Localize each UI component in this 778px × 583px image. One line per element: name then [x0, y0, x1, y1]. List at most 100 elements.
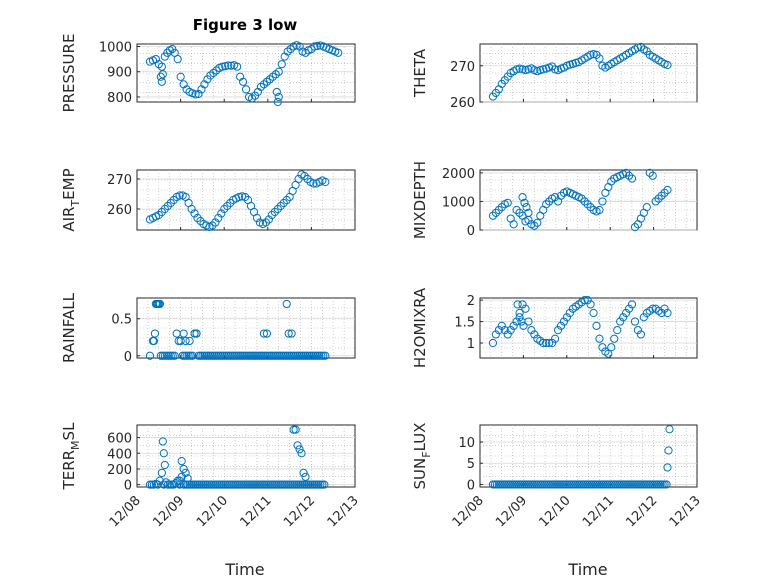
y-tick-label: 2: [467, 294, 475, 309]
data-point: [160, 204, 169, 214]
y-tick-label: 1: [467, 337, 475, 352]
data-point: [239, 480, 248, 489]
data-point: [613, 326, 622, 335]
data-point: [289, 351, 298, 360]
data-point: [617, 480, 626, 489]
data-point: [581, 480, 590, 489]
data-point: [242, 480, 252, 489]
data-point: [520, 198, 529, 207]
data-point: [247, 351, 257, 360]
data-point: [598, 343, 607, 352]
data-point: [194, 89, 203, 99]
data-point: [176, 72, 185, 81]
data-point: [297, 351, 306, 360]
data-point: [550, 334, 560, 343]
data-point: [291, 351, 300, 360]
data-point: [319, 351, 328, 360]
data-point: [616, 317, 625, 326]
data-point: [234, 351, 243, 360]
data-point: [605, 480, 614, 489]
data-point: [532, 480, 541, 489]
data-point: [190, 329, 199, 338]
data-point: [619, 480, 628, 489]
data-point: [208, 221, 217, 230]
data-point: [153, 299, 162, 309]
data-point: [575, 480, 584, 489]
data-point: [214, 351, 223, 360]
data-point: [526, 480, 535, 489]
data-point: [586, 50, 595, 59]
data-point: [283, 47, 292, 56]
y-axis-label: AIRTEMP: [60, 168, 82, 231]
data-point: [654, 194, 663, 203]
data-point: [272, 87, 281, 97]
data-point: [274, 480, 283, 489]
data-point: [196, 351, 205, 360]
y-tick-label: 0: [124, 350, 132, 365]
data-point: [215, 480, 224, 489]
data-point: [275, 351, 284, 360]
data-point: [580, 197, 589, 206]
data-point: [209, 480, 218, 489]
data-point: [538, 480, 547, 489]
data-point: [545, 197, 554, 206]
data-point: [270, 480, 279, 489]
data-point: [630, 317, 640, 326]
data-point: [308, 480, 317, 489]
y-tick-label: 900: [107, 66, 132, 81]
data-point: [556, 191, 566, 200]
data-point: [207, 480, 216, 489]
data-point: [302, 480, 311, 489]
data-point: [577, 480, 586, 489]
data-point: [589, 480, 598, 489]
y-axis-label: TERRMSL: [60, 422, 82, 491]
data-point: [546, 480, 555, 489]
data-point: [192, 329, 201, 338]
data-point: [246, 480, 256, 489]
data-point: [294, 480, 303, 489]
data-point: [303, 174, 312, 184]
data-point: [492, 480, 501, 489]
data-point: [235, 192, 244, 202]
data-point: [283, 351, 292, 360]
data-point: [259, 80, 269, 89]
data-point: [497, 203, 506, 212]
data-point: [609, 480, 618, 489]
data-point: [660, 304, 669, 313]
data-point: [599, 480, 608, 489]
data-point: [179, 329, 188, 338]
data-point: [300, 171, 309, 181]
data-point: [660, 480, 669, 489]
data-point: [648, 171, 657, 180]
data-point: [636, 330, 645, 339]
data-point: [182, 85, 191, 94]
data-point: [607, 480, 616, 489]
data-point: [238, 351, 247, 360]
data-point: [598, 197, 607, 206]
data-point: [610, 334, 619, 343]
data-point: [506, 480, 515, 489]
data-point: [301, 472, 310, 481]
data-point: [241, 351, 251, 360]
data-point: [622, 480, 632, 489]
data-point: [231, 480, 240, 489]
data-point: [255, 351, 265, 360]
data-point: [646, 480, 655, 489]
data-point: [580, 296, 589, 305]
data-point: [640, 480, 649, 489]
data-point: [163, 480, 172, 489]
data-point: [589, 50, 598, 59]
data-point: [627, 174, 637, 183]
data-point: [627, 300, 637, 309]
data-point: [665, 425, 674, 434]
y-axis-label: SUNFLUX: [411, 423, 433, 490]
data-point: [607, 343, 616, 352]
data-point: [663, 60, 672, 70]
data-point: [592, 321, 601, 330]
data-point: [522, 480, 531, 489]
data-point: [542, 480, 551, 489]
data-point: [530, 221, 539, 230]
data-point: [288, 480, 297, 489]
data-point: [624, 171, 634, 180]
